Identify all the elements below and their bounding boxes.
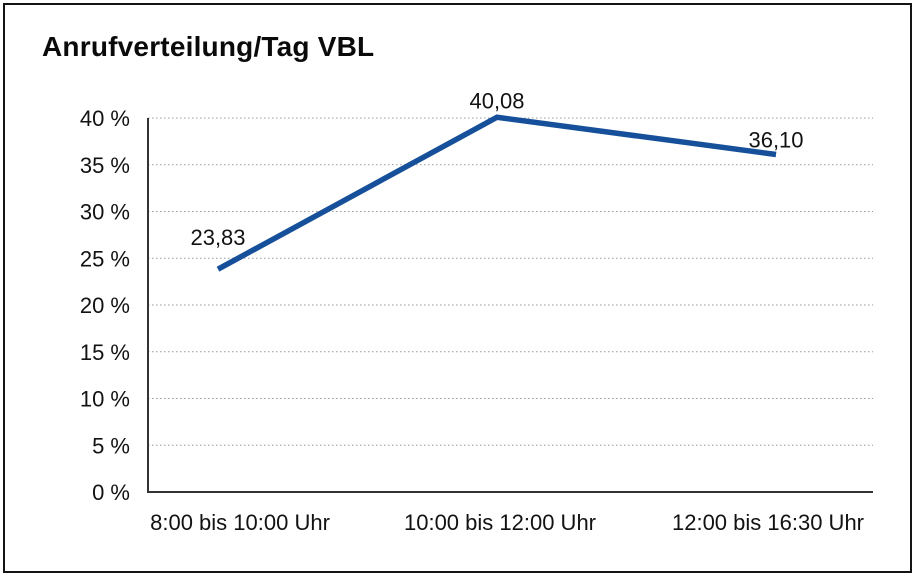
data-series-line (216, 114, 777, 272)
y-tick-label: 25 % (80, 246, 130, 271)
y-tick-label: 20 % (80, 293, 130, 318)
data-point-label: 23,83 (190, 225, 245, 250)
y-tick-label: 40 % (80, 106, 130, 131)
x-category-label: 10:00 bis 12:00 Uhr (404, 510, 596, 535)
data-point-label: 40,08 (469, 88, 524, 113)
chart-title: Anrufverteilung/Tag VBL (42, 31, 375, 62)
y-tick-label: 0 % (92, 480, 130, 505)
data-point-label: 36,10 (748, 127, 803, 152)
y-tick-label: 35 % (80, 153, 130, 178)
figure-frame: Anrufverteilung/Tag VBL (3, 3, 912, 573)
y-tick-label: 30 % (80, 200, 130, 225)
x-category-label: 8:00 bis 10:00 Uhr (150, 510, 330, 535)
y-tick-label: 15 % (80, 340, 130, 365)
y-tick-label: 5 % (92, 433, 130, 458)
y-tick-label: 10 % (80, 387, 130, 412)
x-category-label: 12:00 bis 16:30 Uhr (672, 510, 864, 535)
